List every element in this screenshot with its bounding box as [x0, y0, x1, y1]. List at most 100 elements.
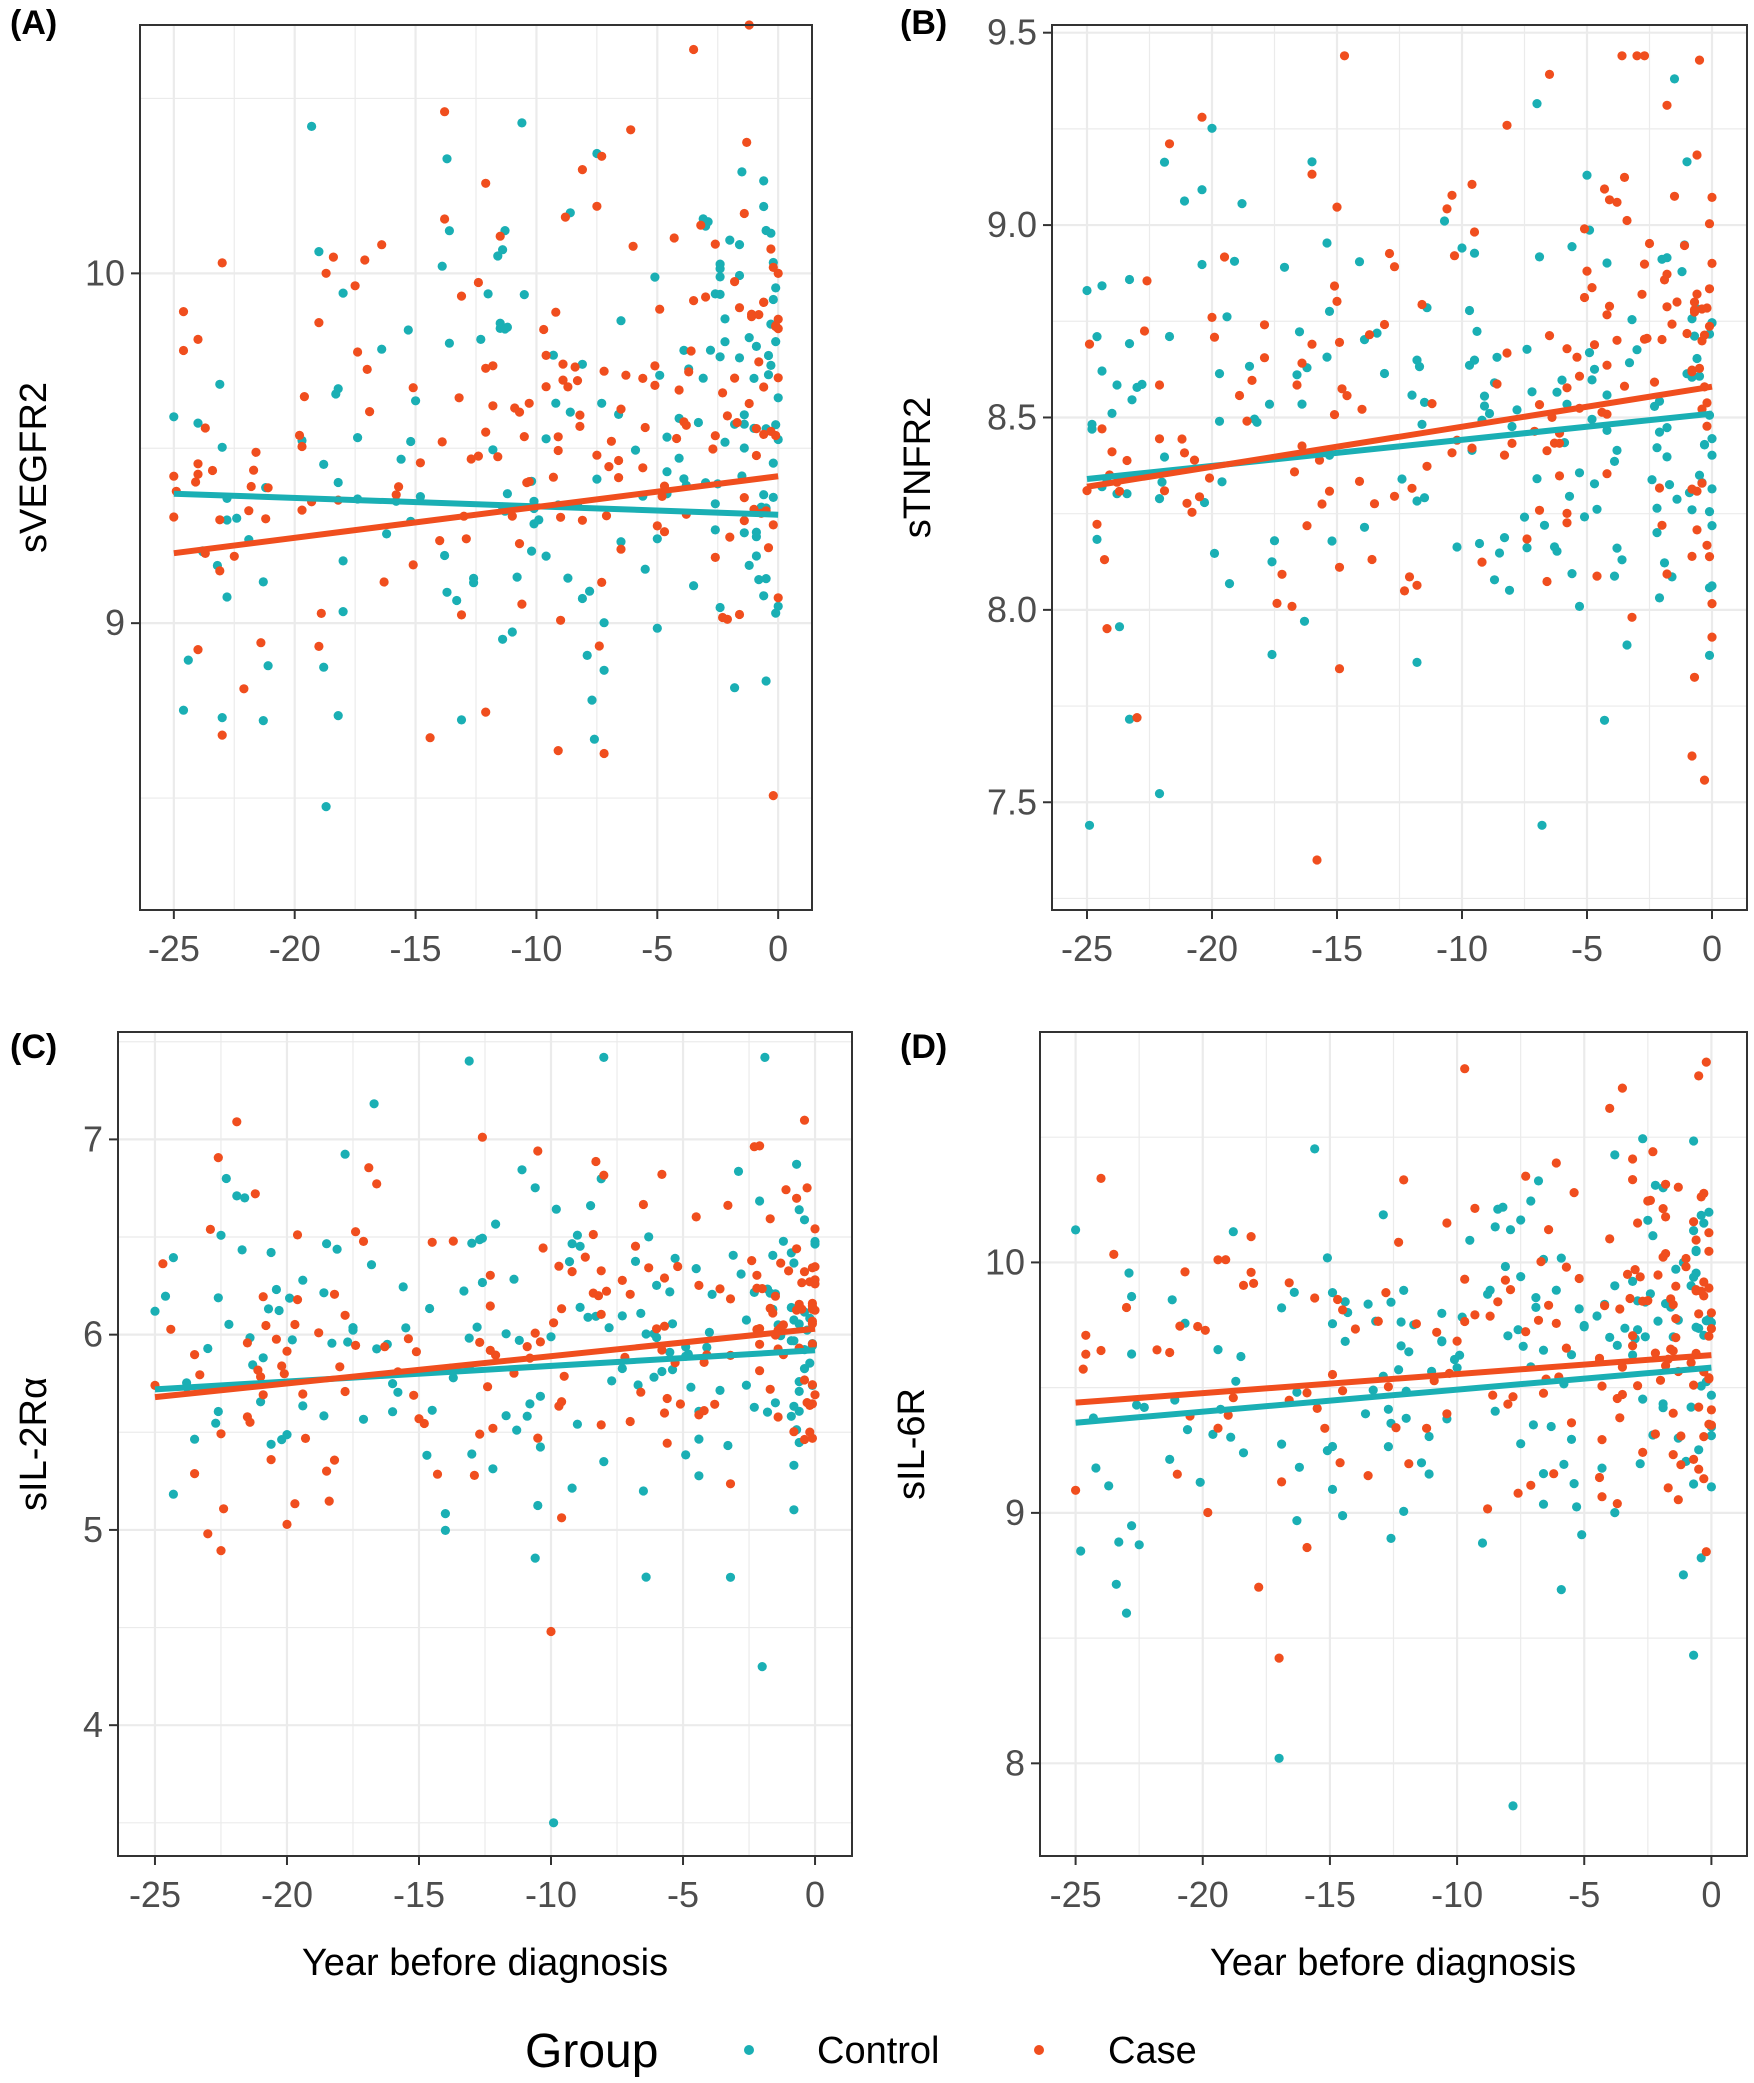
case-point	[755, 1339, 765, 1349]
case-point	[592, 450, 602, 460]
case-point	[763, 543, 774, 553]
control-point	[715, 272, 725, 282]
control-point	[1244, 361, 1255, 371]
control-point	[652, 534, 662, 544]
control-point	[319, 459, 329, 469]
control-point	[786, 1411, 796, 1421]
control-point	[366, 1260, 377, 1270]
case-point	[1657, 520, 1667, 530]
case-point	[747, 309, 757, 319]
case-point	[689, 296, 699, 306]
case-point	[1667, 319, 1677, 329]
control-point	[1612, 543, 1622, 553]
case-point	[655, 304, 665, 314]
control-point	[369, 1099, 379, 1109]
case-point	[207, 465, 218, 476]
control-point	[1643, 1215, 1653, 1225]
case-point	[215, 515, 225, 525]
case-point	[1707, 599, 1717, 609]
case-point	[1228, 1393, 1238, 1403]
case-point	[606, 436, 617, 446]
case-point	[1702, 398, 1712, 408]
case-point	[414, 1414, 424, 1424]
case-point	[652, 521, 662, 531]
control-point	[1226, 1432, 1236, 1442]
case-point	[1154, 434, 1165, 444]
case-point	[1692, 150, 1702, 160]
control-point	[1279, 262, 1290, 272]
control-point	[321, 802, 331, 812]
control-point	[694, 1434, 704, 1444]
case-point	[556, 512, 566, 522]
case-point	[1544, 1300, 1554, 1310]
control-point	[1489, 575, 1500, 585]
case-point	[1373, 1316, 1383, 1326]
control-point	[768, 458, 778, 468]
case-point	[1704, 1228, 1714, 1238]
case-point	[773, 1412, 783, 1422]
case-point	[699, 1406, 709, 1416]
control-point	[604, 1323, 614, 1333]
control-point	[535, 1442, 546, 1452]
control-point	[1485, 1285, 1495, 1295]
case-point	[1394, 1237, 1404, 1247]
control-point	[652, 1280, 662, 1290]
case-point	[166, 1324, 176, 1334]
case-point	[1194, 492, 1205, 502]
control-point	[442, 587, 452, 597]
case-point	[1622, 1269, 1633, 1279]
case-point	[1312, 1403, 1322, 1413]
case-point	[250, 1189, 260, 1199]
control-point	[221, 1173, 231, 1184]
control-point	[1228, 1227, 1238, 1237]
control-point	[1179, 196, 1190, 206]
case-point	[1692, 525, 1702, 535]
case-point	[1404, 1459, 1414, 1469]
case-point	[391, 490, 401, 500]
control-point	[641, 1329, 651, 1339]
case-point	[548, 472, 559, 482]
case-point	[1694, 1071, 1704, 1081]
control-point	[592, 474, 602, 484]
x-tick-label: -15	[393, 1874, 445, 1915]
legend-key-control	[744, 2045, 754, 2055]
control-point	[1640, 1332, 1650, 1342]
control-point	[464, 1333, 474, 1343]
control-point	[1610, 1150, 1620, 1160]
x-tick-label: -10	[510, 928, 562, 969]
case-point	[1617, 1083, 1627, 1093]
case-point	[350, 281, 360, 291]
control-point	[681, 1450, 691, 1460]
control-point	[448, 1373, 458, 1383]
control-point	[1689, 331, 1700, 341]
case-point	[1668, 1408, 1678, 1418]
case-point	[1704, 321, 1715, 331]
case-point	[200, 423, 210, 433]
control-point	[1092, 534, 1102, 545]
case-point	[797, 1304, 807, 1314]
case-point	[510, 403, 520, 413]
control-point	[1464, 305, 1475, 316]
control-point	[1087, 424, 1097, 434]
control-point	[1277, 1303, 1287, 1313]
control-point	[422, 1450, 432, 1460]
case-point	[1332, 202, 1342, 212]
case-point	[1694, 1464, 1704, 1474]
control-point	[1559, 1459, 1569, 1469]
case-point	[1209, 332, 1220, 342]
case-point	[1544, 69, 1555, 79]
control-point	[1297, 399, 1307, 409]
control-point	[1602, 425, 1612, 435]
case-point	[742, 137, 752, 147]
case-point	[1644, 238, 1655, 249]
control-point	[213, 1293, 223, 1303]
control-point	[725, 1572, 736, 1582]
control-point	[1610, 1508, 1620, 1518]
control-point	[372, 1344, 382, 1354]
case-point	[1505, 1285, 1516, 1295]
case-point	[1704, 552, 1715, 562]
case-point	[588, 1229, 598, 1240]
control-point	[1546, 1421, 1556, 1432]
control-point	[739, 528, 749, 538]
case-point	[776, 1258, 786, 1268]
